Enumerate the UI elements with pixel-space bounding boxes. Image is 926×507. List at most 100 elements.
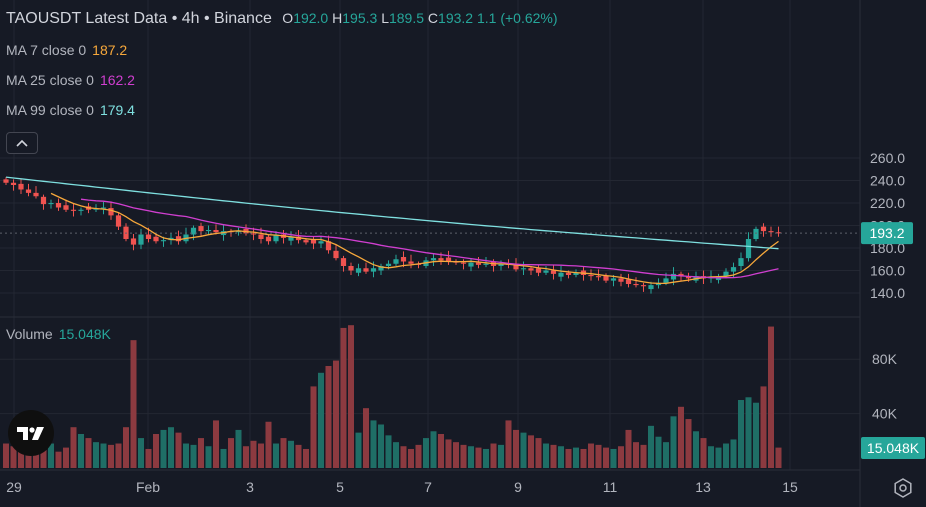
candle-body	[250, 233, 257, 235]
candle-body	[190, 227, 197, 235]
candle-body	[333, 250, 339, 259]
volume-bar	[78, 434, 84, 468]
collapse-legend-button[interactable]	[6, 132, 38, 154]
ma99-line	[5, 176, 779, 250]
ma7-legend[interactable]: MA 7 close 0 187.2	[6, 42, 127, 58]
candle-body	[325, 241, 332, 251]
candle-body	[678, 273, 684, 277]
volume-bar	[228, 438, 234, 468]
volume-bar	[625, 429, 632, 468]
ma99-legend[interactable]: MA 99 close 0 179.4	[6, 102, 135, 118]
volume-value: 15.048K	[58, 326, 111, 342]
candle-body	[310, 239, 317, 244]
candle-body	[115, 215, 122, 227]
volume-bar	[108, 444, 114, 468]
volume-bar	[198, 438, 204, 468]
volume-bar	[153, 434, 159, 468]
volume-bar	[595, 444, 602, 468]
volume-bar	[25, 454, 32, 468]
volume-bar	[250, 440, 257, 468]
volume-bar	[10, 446, 17, 468]
volume-bar	[213, 420, 219, 468]
time-axis[interactable]: 29 Feb 3 5 7 9 11 13 15	[6, 479, 798, 495]
candle-body	[543, 270, 549, 273]
volume-bar	[183, 443, 189, 468]
volume-bar	[655, 436, 662, 468]
volume-bar	[633, 442, 639, 468]
candle-body	[153, 236, 159, 242]
moving-averages	[5, 176, 779, 285]
candle-body	[670, 273, 677, 280]
volume-bar	[303, 448, 309, 468]
symbol-title[interactable]: TAOUSDT Latest Data • 4h • Binance	[6, 10, 272, 27]
candle-body	[648, 285, 654, 290]
candle-body	[40, 196, 47, 205]
volume-bar	[318, 372, 324, 468]
volume-bar	[663, 442, 669, 468]
volume-bar	[460, 444, 467, 468]
time-tick-label: 11	[603, 479, 618, 495]
candle-body	[685, 276, 692, 279]
candle-body	[265, 236, 272, 242]
ma7-line	[50, 192, 779, 285]
volume-bar	[400, 446, 407, 468]
volume-bar	[475, 447, 482, 468]
candle-body	[63, 205, 69, 210]
ma25-value: 162.2	[99, 72, 135, 88]
axis-badges: 193.2 15.048K	[861, 222, 925, 459]
volume-bar	[145, 448, 152, 468]
volume-bar	[115, 443, 122, 468]
candle-body	[78, 209, 84, 211]
candle-body	[445, 257, 452, 262]
candle-body	[10, 182, 17, 185]
candle-body	[33, 192, 39, 197]
volume-bar	[273, 443, 279, 468]
candle-body	[48, 203, 54, 205]
tradingview-logo-icon[interactable]	[8, 410, 54, 456]
candle-body	[775, 232, 782, 234]
candle-body	[145, 234, 152, 239]
volume-bar	[745, 397, 752, 468]
volume-legend[interactable]: Volume 15.048K	[6, 326, 111, 342]
candle-body	[528, 268, 534, 271]
candle-body	[513, 263, 519, 270]
candle-body	[558, 272, 564, 277]
candle-body	[108, 208, 114, 216]
volume-bar	[55, 451, 62, 468]
volume-bar	[175, 432, 182, 468]
volume-bar	[93, 442, 99, 468]
ma25-legend[interactable]: MA 25 close 0 162.2	[6, 72, 135, 88]
volume-bar	[100, 443, 107, 468]
low-value: 189.5	[388, 10, 425, 26]
settings-gear-icon[interactable]	[892, 477, 914, 499]
time-tick-label: 13	[695, 479, 711, 495]
volume-tick-label: 80K	[872, 351, 898, 367]
volume-bar	[490, 443, 497, 468]
volume-tick-label: 40K	[872, 406, 898, 422]
volume-bar	[760, 386, 767, 468]
volume-bar	[723, 443, 729, 468]
volume-bar	[505, 420, 512, 468]
volume-bar	[370, 420, 377, 468]
volume-bar	[258, 443, 264, 468]
current-price-badge-label: 193.2	[869, 225, 904, 241]
volume-bar	[63, 447, 69, 468]
low-label: L	[381, 10, 389, 26]
volume-bar	[310, 386, 317, 468]
candle-body	[340, 258, 347, 266]
volume-bar	[603, 447, 609, 468]
volume-bars	[3, 325, 782, 468]
candle-body	[588, 275, 594, 277]
volume-bar	[543, 443, 549, 468]
candle-body	[93, 208, 99, 210]
volume-bar	[48, 443, 54, 468]
ohlc-values: O192.0 H195.3 L189.5 C193.2 1.1 (+0.62%)	[282, 10, 557, 26]
candle-body	[235, 231, 242, 233]
candle-body	[258, 234, 264, 239]
volume-bar	[715, 447, 722, 468]
candle-body	[625, 279, 632, 284]
volume-bar	[168, 427, 174, 468]
chart-grid	[0, 0, 860, 470]
candle-body	[730, 267, 737, 272]
